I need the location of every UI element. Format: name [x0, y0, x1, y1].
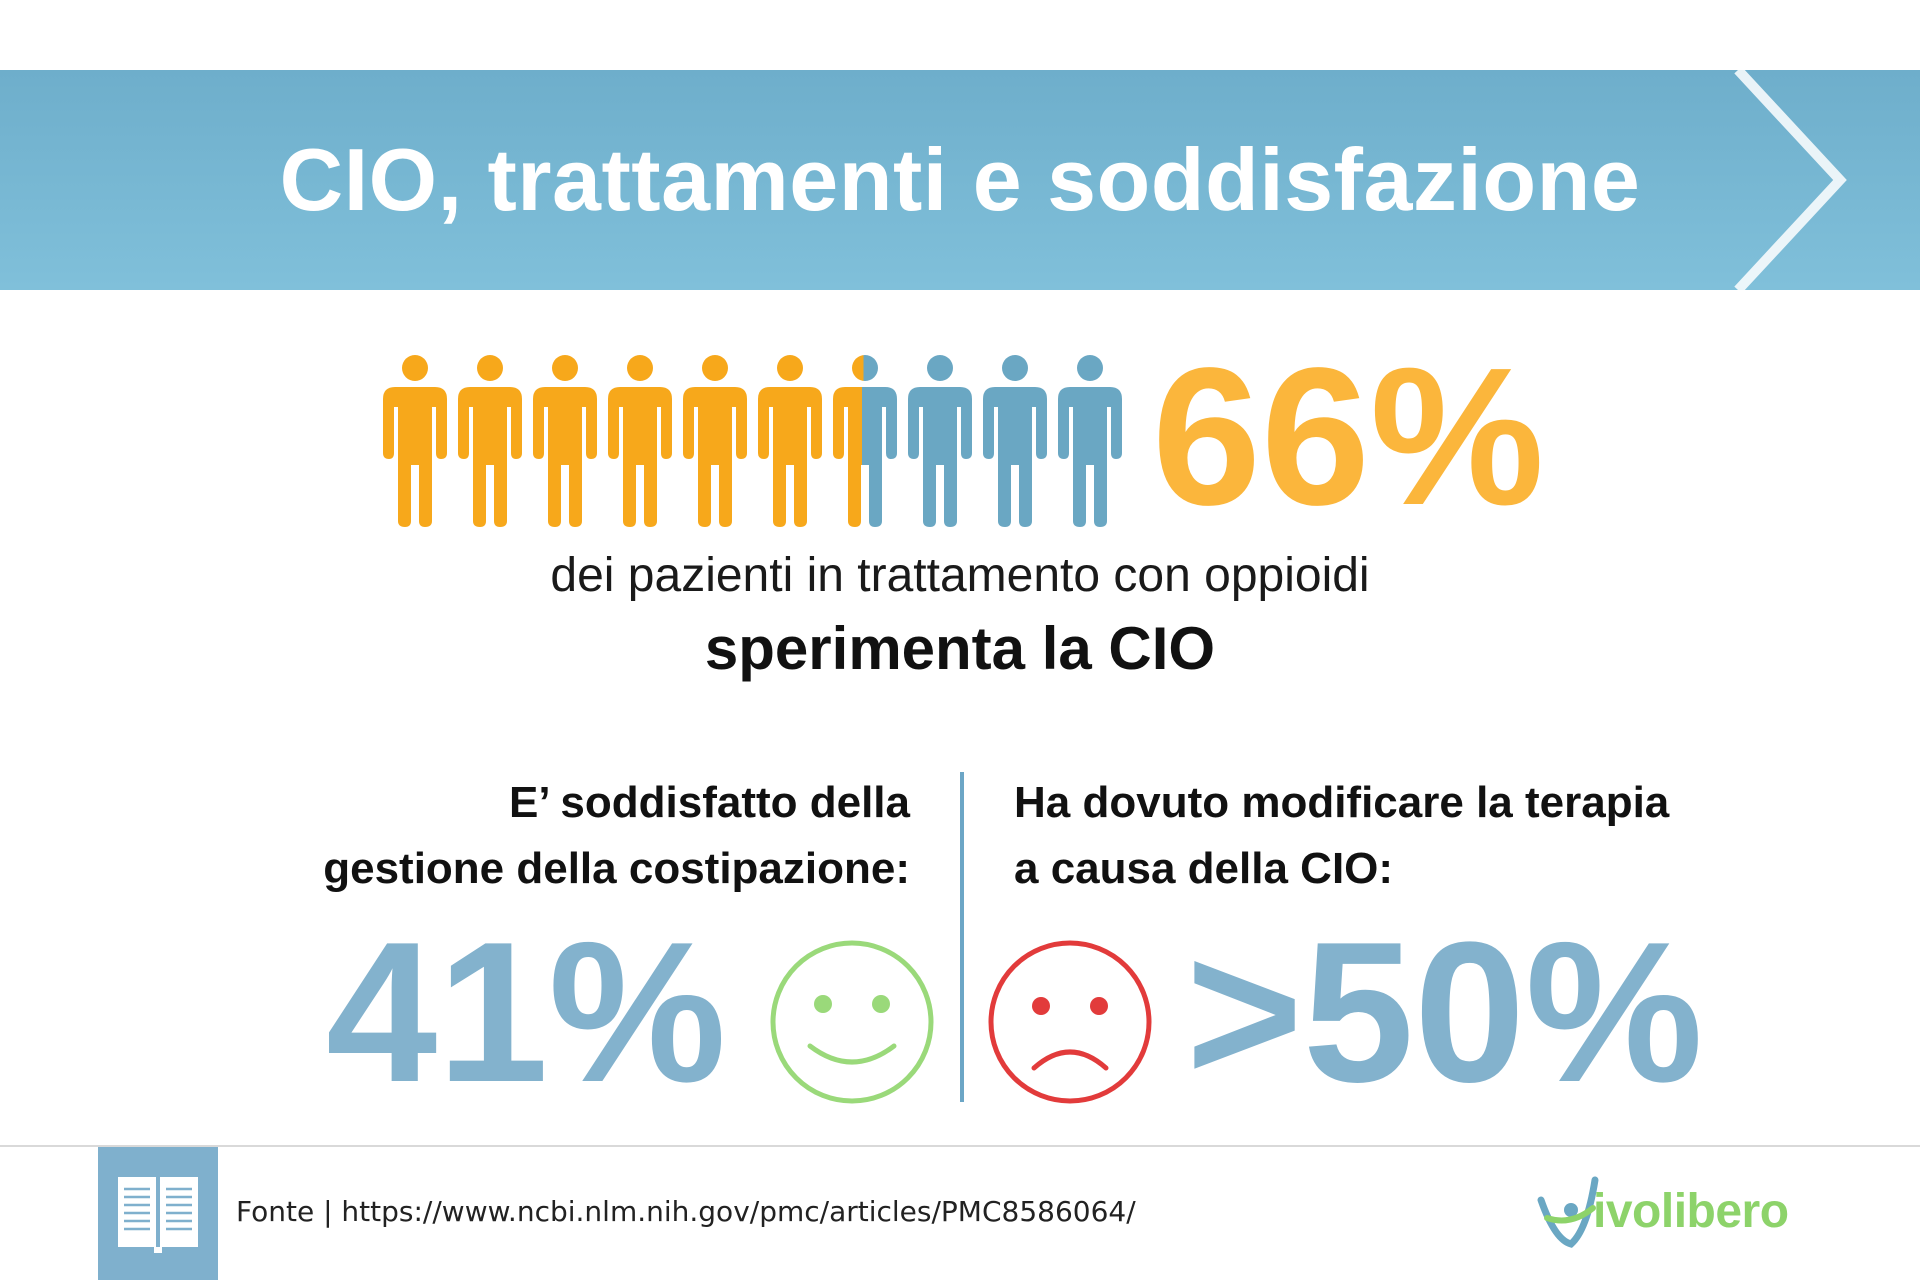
person-icon — [383, 355, 447, 527]
page-title: CIO, trattamenti e soddisfazione — [279, 130, 1641, 229]
logo-v-icon — [1537, 1176, 1599, 1248]
therapy-change-label: Ha dovuto modificare la terapia a causa … — [1014, 770, 1714, 902]
main-percentage: 66% — [1152, 327, 1545, 546]
satisfaction-label: E’ soddisfatto della gestione della cost… — [230, 770, 910, 902]
people-pictogram — [383, 355, 1122, 527]
main-caption-bold: sperimenta la CIO — [704, 615, 1216, 682]
vivolibero-logo: ivolibero — [1535, 1170, 1825, 1260]
source-citation: Fonte | https://www.ncbi.nlm.nih.gov/pmc… — [236, 1195, 1136, 1228]
therapy-change-percentage: >50% — [1186, 901, 1704, 1124]
open-book-icon — [118, 1177, 198, 1253]
satisfaction-label-line1: E’ soddisfatto della — [509, 778, 910, 827]
therapy-change-label-line1: Ha dovuto modificare la terapia — [1014, 778, 1670, 827]
smiley-face-icon — [770, 940, 934, 1104]
logo-text: ivolibero — [1593, 1185, 1789, 1238]
satisfaction-percentage: 41% — [326, 901, 727, 1124]
person-icon — [683, 355, 747, 527]
person-icon — [908, 355, 972, 527]
person-icon — [1058, 355, 1122, 527]
source-badge — [98, 1147, 218, 1280]
chevron-right-icon — [1734, 70, 1847, 290]
vertical-divider — [960, 772, 964, 1102]
person-icon — [458, 355, 522, 527]
therapy-change-label-line2: a causa della CIO: — [1014, 844, 1394, 893]
satisfaction-label-line2: gestione della costipazione: — [323, 844, 910, 893]
header-banner: CIO, trattamenti e soddisfazione — [0, 70, 1920, 290]
person-icon — [608, 355, 672, 527]
footer-divider — [0, 1145, 1920, 1147]
sad-face-icon — [988, 940, 1152, 1104]
main-caption: dei pazienti in trattamento con oppioidi — [550, 549, 1370, 602]
person-icon — [833, 355, 897, 527]
person-icon — [533, 355, 597, 527]
person-icon — [983, 355, 1047, 527]
person-icon — [758, 355, 822, 527]
